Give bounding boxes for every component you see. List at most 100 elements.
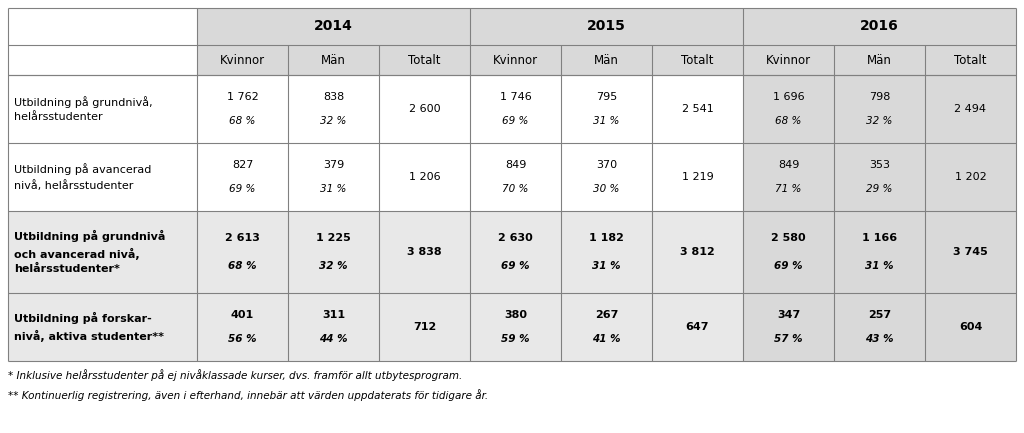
Text: 1 166: 1 166 (862, 233, 897, 243)
Text: 32 %: 32 % (319, 261, 348, 271)
Text: 257: 257 (868, 310, 891, 320)
Text: 1 182: 1 182 (589, 233, 624, 243)
Bar (8, 75, 743, 143)
Bar (8, 8, 197, 45)
Text: Kvinnor: Kvinnor (493, 54, 538, 67)
Text: 2015: 2015 (587, 19, 626, 33)
Bar (197, 45, 288, 75)
Bar (8, 293, 743, 361)
Text: 1 219: 1 219 (682, 172, 714, 182)
Text: 604: 604 (958, 322, 982, 332)
Bar (743, 293, 1016, 361)
Text: 69 %: 69 % (774, 261, 803, 271)
Text: 838: 838 (323, 92, 344, 103)
Text: 2 580: 2 580 (771, 233, 806, 243)
Text: Utbildning på avancerad
nivå, helårsstudenter: Utbildning på avancerad nivå, helårsstud… (14, 163, 152, 191)
Bar (8, 45, 197, 75)
Text: 69 %: 69 % (229, 184, 256, 194)
Text: 647: 647 (686, 322, 710, 332)
Text: 3 745: 3 745 (953, 247, 988, 257)
Text: 1 225: 1 225 (316, 233, 351, 243)
Text: 32 %: 32 % (866, 116, 893, 126)
Text: 31 %: 31 % (593, 116, 620, 126)
Text: 1 202: 1 202 (954, 172, 986, 182)
Text: Män: Män (322, 54, 346, 67)
Text: Utbildning på grundnivå,
helårsstudenter: Utbildning på grundnivå, helårsstudenter (14, 96, 153, 122)
Text: 849: 849 (505, 161, 526, 171)
Text: 70 %: 70 % (503, 184, 528, 194)
Bar (834, 45, 925, 75)
Text: 3 812: 3 812 (680, 247, 715, 257)
Text: Kvinnor: Kvinnor (766, 54, 811, 67)
Text: 44 %: 44 % (319, 333, 348, 343)
Bar (743, 75, 1016, 143)
Text: 32 %: 32 % (321, 116, 347, 126)
Text: 71 %: 71 % (775, 184, 802, 194)
Text: 1 746: 1 746 (500, 92, 531, 103)
Text: 31 %: 31 % (592, 261, 621, 271)
Text: 2 630: 2 630 (498, 233, 532, 243)
Bar (743, 8, 1016, 45)
Text: 827: 827 (231, 161, 253, 171)
Text: * Inklusive helårsstudenter på ej nivåklassade kurser, dvs. framför allt utbytes: * Inklusive helårsstudenter på ej nivåkl… (8, 369, 462, 381)
Bar (8, 143, 743, 211)
Text: 30 %: 30 % (593, 184, 620, 194)
Bar (743, 211, 1016, 293)
Text: 29 %: 29 % (866, 184, 893, 194)
Bar (470, 8, 743, 45)
Text: 68 %: 68 % (228, 261, 257, 271)
Text: 795: 795 (596, 92, 617, 103)
Text: Totalt: Totalt (409, 54, 440, 67)
Bar (925, 45, 1016, 75)
Text: 1 696: 1 696 (773, 92, 804, 103)
Text: 57 %: 57 % (774, 333, 803, 343)
Text: 2 541: 2 541 (682, 104, 714, 114)
Text: 56 %: 56 % (228, 333, 257, 343)
Text: Utbildning på forskar-
nivå, aktiva studenter**: Utbildning på forskar- nivå, aktiva stud… (14, 312, 164, 342)
Text: 353: 353 (869, 161, 890, 171)
Text: ** Kontinuerlig registrering, även i efterhand, innebär att värden uppdaterats f: ** Kontinuerlig registrering, även i eft… (8, 389, 488, 401)
Text: Utbildning på grundnivå
och avancerad nivå,
helårsstudenter*: Utbildning på grundnivå och avancerad ni… (14, 230, 165, 274)
Bar (743, 45, 834, 75)
Text: 347: 347 (777, 310, 800, 320)
Text: 401: 401 (230, 310, 254, 320)
Text: 311: 311 (322, 310, 345, 320)
Text: 2 600: 2 600 (409, 104, 440, 114)
Text: 3 838: 3 838 (408, 247, 441, 257)
Text: 31 %: 31 % (865, 261, 894, 271)
Text: 69 %: 69 % (502, 261, 529, 271)
Bar (197, 8, 470, 45)
Text: 370: 370 (596, 161, 617, 171)
Text: Män: Män (867, 54, 892, 67)
Text: 68 %: 68 % (775, 116, 802, 126)
Bar (743, 143, 1016, 211)
Bar (8, 211, 743, 293)
Bar (652, 45, 743, 75)
Text: 2 494: 2 494 (954, 104, 986, 114)
Text: 1 206: 1 206 (409, 172, 440, 182)
Text: 2 613: 2 613 (225, 233, 260, 243)
Text: 379: 379 (323, 161, 344, 171)
Text: Totalt: Totalt (681, 54, 714, 67)
Bar (470, 45, 561, 75)
Text: 267: 267 (595, 310, 618, 320)
Text: 1 762: 1 762 (226, 92, 258, 103)
Text: 59 %: 59 % (502, 333, 529, 343)
Bar (561, 45, 652, 75)
Bar (288, 45, 379, 75)
Text: Kvinnor: Kvinnor (220, 54, 265, 67)
Text: 41 %: 41 % (592, 333, 621, 343)
Text: 712: 712 (413, 322, 436, 332)
Text: 798: 798 (868, 92, 890, 103)
Text: 31 %: 31 % (321, 184, 347, 194)
Text: 43 %: 43 % (865, 333, 894, 343)
Text: 68 %: 68 % (229, 116, 256, 126)
Text: 380: 380 (504, 310, 527, 320)
Text: Män: Män (594, 54, 618, 67)
Text: Totalt: Totalt (954, 54, 987, 67)
Text: 69 %: 69 % (503, 116, 528, 126)
Text: 2016: 2016 (860, 19, 899, 33)
Text: 849: 849 (778, 161, 799, 171)
Text: 2014: 2014 (314, 19, 353, 33)
Bar (379, 45, 470, 75)
